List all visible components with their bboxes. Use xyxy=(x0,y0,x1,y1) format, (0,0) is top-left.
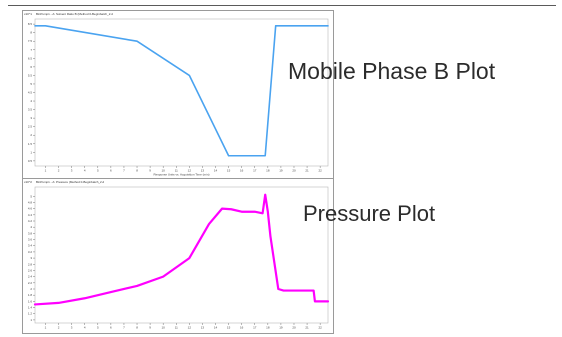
x-tick-label: 14 xyxy=(214,326,218,330)
y-tick-label: 2.4 xyxy=(28,275,33,279)
x-tick-label: 22 xyxy=(318,169,322,173)
y-tick-label: 1.2 xyxy=(28,312,33,316)
y-tick-label: 2 xyxy=(30,133,32,137)
y-tick-label: 4.2 xyxy=(28,219,33,223)
y-tick-label: 1.4 xyxy=(28,306,33,310)
y-tick-label: 3.8 xyxy=(28,231,33,235)
x-tick-label: 19 xyxy=(279,326,283,330)
x-tick-label: 18 xyxy=(266,169,270,173)
y-tick-label: 0.5 xyxy=(28,159,33,163)
y-tick-label: 2.6 xyxy=(28,268,33,272)
x-tick-label: 16 xyxy=(240,169,244,173)
x-tick-label: 11 xyxy=(175,169,178,173)
y-tick-label: 5.5 xyxy=(28,73,33,77)
plot-area xyxy=(34,186,329,324)
x-tick-label: 3 xyxy=(71,326,73,330)
pressure-series-line xyxy=(33,193,330,306)
x-tick-label: 15 xyxy=(227,169,231,173)
solvent-chart-exponent: x10^1 xyxy=(24,12,32,16)
x-tick-label: 11 xyxy=(175,326,178,330)
x-tick-label: 17 xyxy=(253,169,257,173)
y-tick-label: 7 xyxy=(30,48,32,52)
y-tick-label: 5 xyxy=(30,82,32,86)
y-tick-label: 3.4 xyxy=(28,244,33,248)
x-tick-label: 21 xyxy=(305,169,309,173)
y-tick-label: 4 xyxy=(30,99,32,103)
x-tick-label: 9 xyxy=(149,326,151,330)
x-tick-label: 12 xyxy=(188,169,192,173)
y-tick-label: 4.4 xyxy=(28,213,33,217)
pressure-chart-panel: x10^2 BinPump1 - A: Pressure (Method 0-B… xyxy=(22,178,334,334)
y-tick-label: 3.6 xyxy=(28,238,33,242)
y-tick-label: 4 xyxy=(30,225,32,229)
x-tick-label: 1 xyxy=(45,326,47,330)
x-tick-label: 4 xyxy=(84,169,86,173)
x-tick-label: 10 xyxy=(162,169,166,173)
y-tick-label: 2 xyxy=(30,287,32,291)
y-tick-label: 1 xyxy=(30,318,32,322)
x-tick-label: 2 xyxy=(58,169,60,173)
y-tick-label: 1.8 xyxy=(28,293,33,297)
x-tick-label: 5 xyxy=(97,326,99,330)
y-tick-label: 1 xyxy=(30,150,32,154)
x-tick-label: 13 xyxy=(201,326,205,330)
x-tick-label: 13 xyxy=(201,169,205,173)
pressure-chart-svg: 1 1.2 1.4 1.6 1.8 2 2.2 2.4 2.6 2.8 3 3.2 3.4 3.6 3.8 4… xyxy=(28,186,330,330)
y-tick-label: 2.5 xyxy=(28,125,33,129)
x-tick-label: 17 xyxy=(253,326,257,330)
x-tick-label: 8 xyxy=(136,169,138,173)
x-axis-title: Response Units vs. Acquisition Time (min… xyxy=(153,173,209,177)
y-tick-label: 3 xyxy=(30,256,32,260)
y-tick-label: 6 xyxy=(30,65,32,69)
x-tick-label: 20 xyxy=(292,326,296,330)
solvent-chart-svg: 0.511.522.533.544.555.566.577.588.51 2 3 4 5… xyxy=(28,18,329,177)
x-tick-label: 3 xyxy=(71,169,73,173)
x-tick-label: 16 xyxy=(240,326,244,330)
y-tick-label: 1.6 xyxy=(28,299,33,303)
x-tick-label: 12 xyxy=(188,326,192,330)
x-tick-label: 6 xyxy=(110,169,112,173)
y-tick-label: 4.8 xyxy=(28,200,33,204)
y-tick-label: 8 xyxy=(30,31,32,35)
y-tick-label: 7.5 xyxy=(28,39,33,43)
x-tick-label: 4 xyxy=(84,326,86,330)
header-divider xyxy=(8,5,556,6)
x-tick-label: 22 xyxy=(318,326,322,330)
x-tick-label: 21 xyxy=(305,326,309,330)
x-tick-label: 18 xyxy=(266,326,270,330)
x-tick-label: 2 xyxy=(58,326,60,330)
plot-area xyxy=(34,18,329,167)
x-tick-label: 5 xyxy=(97,169,99,173)
x-tick-label: 20 xyxy=(292,169,296,173)
y-tick-label: 3 xyxy=(30,116,32,120)
y-tick-label: 3.2 xyxy=(28,250,33,254)
mobile-phase-b-plot-label: Mobile Phase B Plot xyxy=(288,58,496,84)
y-tick-label: 2.8 xyxy=(28,262,33,266)
y-tick-label: 5 xyxy=(30,194,32,198)
x-tick-label: 9 xyxy=(149,169,151,173)
y-tick-label: 1.5 xyxy=(28,142,33,146)
pressure-chart-exponent: x10^2 xyxy=(24,180,32,184)
x-tick-label: 6 xyxy=(110,326,112,330)
pressure-plot-label: Pressure Plot xyxy=(303,201,436,226)
x-tick-label: 14 xyxy=(214,169,218,173)
x-tick-label: 7 xyxy=(123,326,125,330)
y-tick-label: 4.6 xyxy=(28,207,33,211)
x-tick-label: 1 xyxy=(45,169,47,173)
y-tick-label: 4.5 xyxy=(28,91,33,95)
pressure-chart-title: BinPump1 - A: Pressure (Method 0-Beginba… xyxy=(36,180,105,184)
x-tick-label: 10 xyxy=(162,326,166,330)
x-tick-label: 8 xyxy=(136,326,138,330)
solvent-ratio-chart-panel: x10^1 BinPump1 - A: Solvent Ratio B (Met… xyxy=(22,10,334,179)
y-tick-label: 8.5 xyxy=(28,22,33,26)
solvent-chart-title: BinPump1 - A: Solvent Ratio B (Method 0-… xyxy=(36,12,113,16)
x-tick-label: 15 xyxy=(227,326,231,330)
x-tick-label: 19 xyxy=(279,169,283,173)
solvent-series-line xyxy=(34,25,329,157)
y-tick-label: 2.2 xyxy=(28,281,33,285)
x-tick-label: 7 xyxy=(123,169,125,173)
y-tick-label: 3.5 xyxy=(28,108,33,112)
y-tick-label: 6.5 xyxy=(28,56,33,60)
